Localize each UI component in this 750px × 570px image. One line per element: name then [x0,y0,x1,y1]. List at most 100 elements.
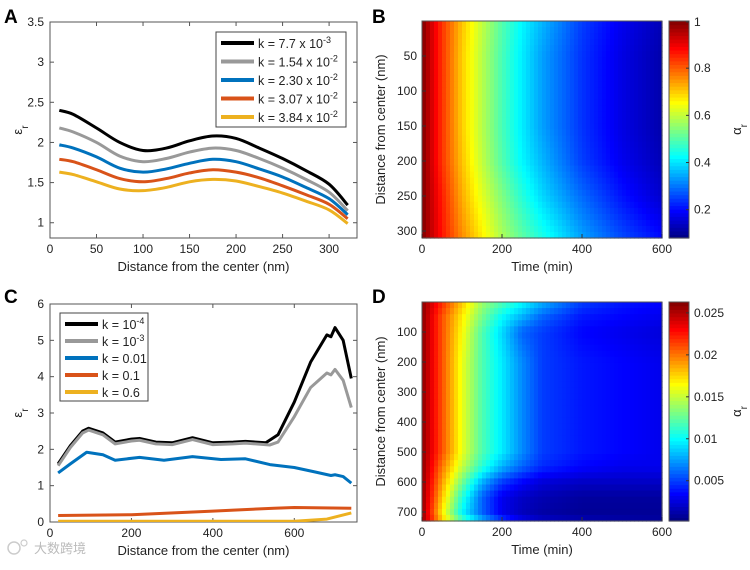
heatmap-cell [554,441,559,449]
heatmap-cell [586,441,591,449]
heatmap-cell [466,417,471,425]
heatmap-cell [562,423,567,431]
heatmap-cell [650,69,655,76]
heatmap-cell [434,502,439,510]
colorbar-segment [669,418,689,424]
heatmap-cell [578,153,583,161]
heatmap-cell [478,27,483,34]
heatmap-cell [650,63,655,70]
heatmap-cell [434,375,439,382]
heatmap-cell [442,441,447,449]
heatmap-cell [602,105,607,113]
heatmap-cell [606,350,611,358]
legend-label: k = 3.07 x 10-2 [258,91,338,107]
heatmap-cell [490,21,495,28]
heatmap-cell [470,514,475,522]
heatmap-cell [574,490,579,498]
heatmap-cell [486,362,491,370]
heatmap-cell [642,448,647,455]
heatmap-cell [522,39,527,46]
heatmap-cell [542,147,547,155]
heatmap-cell [422,381,427,388]
heatmap-cell [578,225,583,233]
heatmap-cell [534,105,539,113]
heatmap-cell [646,219,651,227]
heatmap-cell [534,308,539,315]
heatmap-cell [454,405,459,413]
heatmap-cell [598,165,603,173]
heatmap-cell [654,460,659,467]
heatmap-cell [558,93,563,100]
heatmap-cell [550,326,555,334]
heatmap-cell [566,201,571,209]
heatmap-cell [658,207,663,215]
heatmap-cell [494,177,499,185]
heatmap-cell [482,405,487,413]
heatmap-cell [614,435,619,443]
heatmap-cell [582,225,587,233]
heatmap-cell [422,496,427,504]
heatmap-cell [554,153,559,161]
heatmap-cell [594,308,599,315]
heatmap-cell [538,39,543,46]
y-tick-label: 1.5 [27,176,44,190]
heatmap-cell [454,502,459,510]
heatmap-cell [506,141,511,149]
heatmap-cell [546,472,551,480]
heatmap-cell [642,165,647,173]
heatmap-cell [478,375,483,382]
heatmap-cell [614,201,619,209]
heatmap-cell [638,448,643,455]
heatmap-cell [506,99,511,106]
heatmap-cell [446,350,451,358]
heatmap-cell [654,111,659,119]
heatmap-cell [570,338,575,346]
heatmap-cell [582,514,587,522]
heatmap-cell [546,387,551,394]
heatmap-cell [570,332,575,340]
heatmap-cell [570,448,575,455]
heatmap-cell [534,75,539,82]
heatmap-cell [646,496,651,504]
heatmap-cell [486,57,491,64]
heatmap-cell [594,350,599,358]
colorbar-segment [669,162,689,167]
heatmap-cell [542,105,547,113]
heatmap-cell [558,177,563,185]
heatmap-cell [622,429,627,437]
heatmap-cell [454,490,459,498]
heatmap-cell [442,147,447,155]
heatmap-cell [546,441,551,449]
heatmap-cell [562,326,567,334]
heatmap-cell [562,362,567,370]
heatmap-cell [538,320,543,327]
heatmap-cell [630,99,635,106]
heatmap-cell [646,326,651,334]
heatmap-cell [594,466,599,473]
heatmap-cell [558,147,563,155]
heatmap-cell [594,375,599,382]
heatmap-cell [614,63,619,70]
heatmap-cell [422,57,427,64]
heatmap-cell [510,87,515,94]
heatmap-cell [434,350,439,358]
heatmap-cell [570,219,575,227]
heatmap-cell [566,496,571,504]
heatmap-cell [478,147,483,155]
heatmap-cell [422,45,427,52]
heatmap-cell [462,75,467,82]
heatmap-cell [614,195,619,203]
heatmap-cell [462,21,467,28]
heatmap-cell [434,320,439,327]
heatmap-cell [598,435,603,443]
heatmap-cell [550,111,555,119]
heatmap-cell [554,496,559,504]
heatmap-cell [442,423,447,431]
heatmap-cell [630,231,635,239]
heatmap-cell [442,225,447,233]
heatmap-cell [442,478,447,486]
heatmap-cell [562,514,567,522]
heatmap-cell [450,135,455,143]
heatmap-cell [546,33,551,40]
heatmap-cell [506,231,511,239]
